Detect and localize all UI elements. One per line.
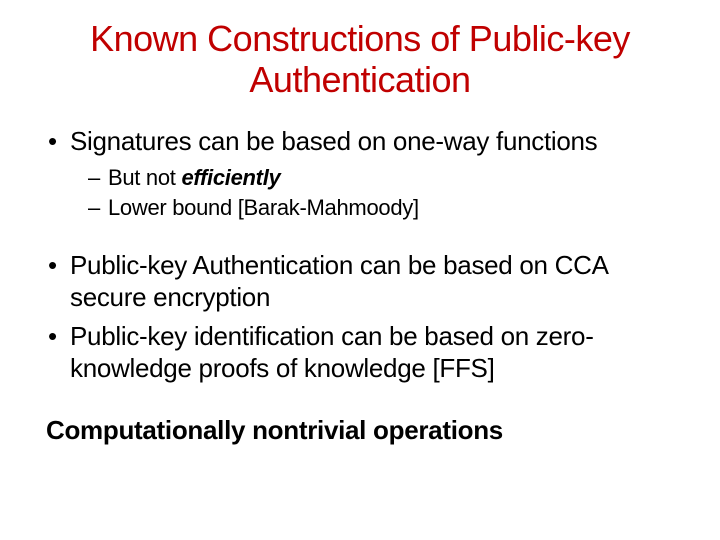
- sub-item: But not efficiently: [88, 163, 690, 193]
- bullet-item: Signatures can be based on one-way funct…: [42, 125, 690, 223]
- bullet-item: Public-key Authentication can be based o…: [42, 249, 690, 314]
- bullet-item: Public-key identification can be based o…: [42, 320, 690, 385]
- sub-text-prefix: But not: [108, 165, 181, 190]
- bullet-text: Public-key identification can be based o…: [70, 321, 594, 384]
- slide-title: Known Constructions of Public-key Authen…: [30, 18, 690, 101]
- footer-text: Computationally nontrivial operations: [30, 415, 690, 446]
- bullet-text: Signatures can be based on one-way funct…: [70, 126, 597, 156]
- sub-list: But not efficiently Lower bound [Barak-M…: [70, 163, 690, 222]
- sub-text-emph: efficiently: [181, 165, 280, 190]
- bullet-list: Signatures can be based on one-way funct…: [30, 125, 690, 223]
- bullet-list: Public-key Authentication can be based o…: [30, 249, 690, 385]
- sub-text: Lower bound [Barak-Mahmoody]: [108, 195, 419, 220]
- bullet-text: Public-key Authentication can be based o…: [70, 250, 607, 313]
- sub-item: Lower bound [Barak-Mahmoody]: [88, 193, 690, 223]
